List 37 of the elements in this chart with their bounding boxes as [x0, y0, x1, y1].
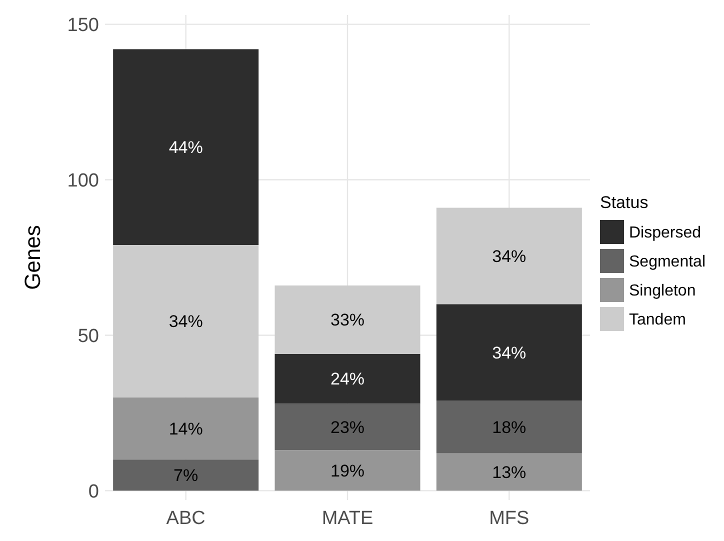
bar — [436, 304, 582, 401]
x-tick-label: MFS — [489, 508, 530, 529]
bar — [274, 285, 420, 354]
bar — [436, 453, 582, 491]
y-axis-title: Genes — [20, 225, 45, 290]
x-tick-label: MATE — [322, 508, 374, 529]
annotation: 24% — [330, 370, 365, 389]
annotation: 18% — [492, 418, 526, 437]
legend-label: Dispersed — [629, 224, 702, 242]
legend-label: Singleton — [629, 282, 696, 300]
annotation: 44% — [168, 138, 203, 158]
annotation: 7% — [174, 466, 198, 486]
y-tick-label: 50 — [78, 326, 99, 347]
bar — [436, 400, 582, 454]
y-tick-label: 150 — [67, 14, 99, 36]
annotation: 14% — [168, 419, 203, 438]
legend-label: Tandem — [629, 312, 686, 329]
bar — [113, 397, 259, 460]
annotation: 33% — [330, 310, 365, 330]
annotation: 34% — [168, 312, 203, 332]
legend-label: Segmental — [629, 254, 706, 271]
annotation: 34% — [492, 343, 526, 362]
legend-title: Status — [600, 193, 648, 212]
annotation: 23% — [330, 418, 365, 437]
annotation: 13% — [492, 462, 526, 482]
bar — [113, 460, 259, 491]
bar — [274, 354, 420, 404]
bar — [436, 208, 582, 304]
y-tick-label: 100 — [67, 170, 99, 192]
y-tick-label: 0 — [88, 481, 99, 502]
bar — [113, 245, 259, 398]
bar — [113, 49, 259, 246]
x-tick-label: ABC — [166, 508, 206, 529]
annotation: 19% — [330, 461, 365, 480]
annotation: 34% — [492, 246, 526, 266]
bar — [274, 404, 420, 450]
bar — [274, 450, 420, 491]
